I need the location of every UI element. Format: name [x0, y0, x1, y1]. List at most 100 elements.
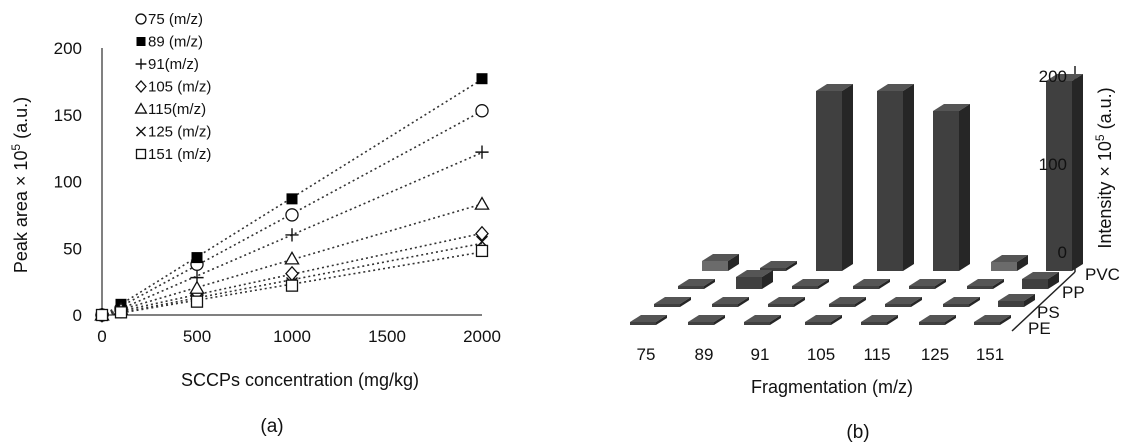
x-tick-label: 500 — [183, 327, 211, 346]
trendline — [101, 151, 483, 318]
bar-side — [818, 279, 829, 289]
bar — [744, 315, 781, 325]
bar-front — [702, 261, 728, 271]
bar-top — [678, 279, 715, 286]
bar-front — [967, 286, 993, 289]
bar-side — [738, 297, 749, 307]
bar — [712, 297, 749, 307]
legend-label: 115(m/z) — [148, 101, 206, 118]
bar-top — [792, 279, 829, 286]
bar-side — [680, 297, 691, 307]
legend-marker — [135, 148, 147, 160]
bar-side — [704, 279, 715, 289]
x-tick-label: 105 — [807, 345, 835, 364]
z-tick-label: 100 — [1039, 155, 1067, 174]
panel-label-a: (a) — [260, 416, 283, 437]
data-point — [95, 308, 109, 322]
x-tick-label: 0 — [97, 327, 106, 346]
bar-front — [792, 286, 818, 289]
legend-label: 105 (m/z) — [148, 79, 211, 96]
bar-front — [991, 262, 1017, 271]
trendline — [101, 203, 483, 317]
legend-marker — [135, 58, 147, 70]
bar-side — [714, 315, 725, 325]
bar-side — [887, 315, 898, 325]
bar-side — [993, 279, 1004, 289]
bar-front — [816, 91, 842, 271]
bar-top — [909, 279, 946, 286]
x-tick-labels: 75 89 91 105 115 125 151 — [637, 345, 1005, 364]
data-point — [476, 73, 488, 85]
bar-top — [991, 255, 1028, 262]
bar-top — [1022, 272, 1059, 279]
bar-front — [933, 111, 959, 271]
bar-top — [760, 261, 797, 268]
data-point — [475, 145, 489, 159]
bar — [974, 315, 1011, 325]
bar — [967, 279, 1004, 289]
bar-top — [805, 315, 842, 322]
legend-marker — [134, 102, 148, 114]
legend-marker — [135, 79, 147, 94]
x-tick-label: 89 — [695, 345, 714, 364]
bar-side — [903, 84, 914, 271]
series-label: PVC — [1085, 265, 1120, 284]
bar — [630, 315, 667, 325]
bar-front — [688, 322, 714, 325]
y-tick-label: 150 — [54, 106, 82, 125]
x-tick-label: 75 — [637, 345, 656, 364]
bar-front — [805, 322, 831, 325]
data-point — [285, 279, 299, 292]
z-tick-label: 200 — [1039, 67, 1067, 86]
data-point — [475, 225, 489, 242]
y-tick-label: 100 — [54, 173, 82, 192]
bar-top — [998, 294, 1035, 301]
data-point — [475, 244, 489, 258]
bars — [702, 74, 1083, 307]
x-tick-labels: 0 500 1000 1500 2000 — [97, 327, 501, 346]
bar-side — [945, 315, 956, 325]
bar — [702, 254, 739, 271]
bar-front — [877, 91, 903, 271]
x-tick-label: 1000 — [273, 327, 311, 346]
z-axis-title: Intensity × 105 (a.u.) — [1093, 87, 1115, 248]
bar-front — [678, 286, 704, 289]
bar — [829, 297, 866, 307]
y-tick-label: 50 — [63, 239, 82, 258]
bar — [1022, 272, 1059, 289]
bar-top — [816, 84, 853, 91]
bar-front — [1022, 279, 1048, 289]
bar-top — [1046, 74, 1083, 81]
bar-side — [969, 297, 980, 307]
data-point — [475, 104, 489, 118]
bar — [768, 297, 805, 307]
bar-side — [1048, 272, 1059, 289]
x-tick-label: 125 — [921, 345, 949, 364]
bar-front — [768, 304, 794, 307]
bar-top — [967, 279, 1004, 286]
bar-top — [861, 315, 898, 322]
legend-label: 89 (m/z) — [148, 34, 203, 51]
bar-side — [842, 84, 853, 271]
bar-top — [885, 297, 922, 304]
legend-marker — [136, 37, 146, 46]
floor-bars — [630, 261, 1011, 325]
bar-top — [853, 279, 890, 286]
bar-top — [933, 104, 970, 111]
bar — [909, 279, 946, 289]
bar-top — [877, 84, 914, 91]
bar-front — [1046, 81, 1072, 271]
data-point — [189, 280, 205, 294]
x-tick-label: 91 — [751, 345, 770, 364]
bar — [736, 270, 773, 289]
bar-top — [943, 297, 980, 304]
data-point — [286, 193, 298, 205]
bar-front — [853, 286, 879, 289]
bar-front — [919, 322, 945, 325]
bar-front — [712, 304, 738, 307]
data-points — [94, 73, 490, 323]
bar-front — [654, 304, 680, 307]
panel-a-scatter: 0 50 100 150 200 0 500 1000 1500 2000 75 (m/z) 89… — [9, 11, 501, 437]
bar-side — [770, 315, 781, 325]
